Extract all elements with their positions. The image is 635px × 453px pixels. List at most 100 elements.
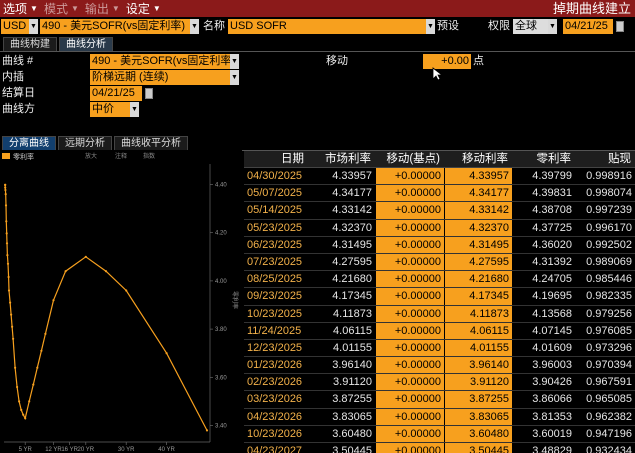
data-point[interactable]	[22, 413, 25, 416]
data-point[interactable]	[12, 337, 15, 340]
table-row[interactable]: 03/23/2026 3.87255 +0.00000 3.87255 3.86066 0…	[244, 391, 635, 409]
data-point[interactable]	[205, 429, 209, 432]
cell-shift-bp[interactable]: +0.00000	[375, 185, 444, 202]
col-header-market-rate[interactable]: 市场利率	[325, 153, 371, 165]
data-point[interactable]	[14, 366, 17, 369]
cell-shifted-rate[interactable]: 4.32370	[444, 219, 512, 236]
permission-select[interactable]: 全球	[513, 19, 548, 34]
menu-mode[interactable]: 模式 ▼	[41, 0, 82, 17]
cell-shifted-rate[interactable]: 4.34177	[444, 185, 512, 202]
cell-shifted-rate[interactable]: 3.91120	[444, 374, 512, 391]
cell-shift-bp[interactable]: +0.00000	[375, 339, 444, 357]
calendar-icon[interactable]	[616, 21, 624, 32]
curve-side-select[interactable]: 中价	[90, 102, 130, 117]
cell-shifted-rate[interactable]: 3.83065	[444, 408, 512, 425]
data-point[interactable]	[44, 332, 47, 335]
table-row[interactable]: 08/25/2025 4.21680 +0.00000 4.21680 4.24705 0…	[244, 271, 635, 289]
col-header-discount[interactable]: 贴现	[608, 153, 631, 165]
data-point[interactable]	[28, 400, 31, 403]
data-point[interactable]	[11, 325, 14, 328]
table-row[interactable]: 05/14/2025 4.33142 +0.00000 4.33142 4.38708 0…	[244, 202, 635, 220]
cell-shift-bp[interactable]: +0.00000	[375, 168, 444, 185]
menu-options[interactable]: 选项 ▼	[0, 0, 41, 17]
data-point[interactable]	[6, 254, 9, 257]
data-point[interactable]	[10, 313, 13, 316]
data-point[interactable]	[36, 366, 39, 369]
cell-shift-bp[interactable]: +0.00000	[375, 253, 444, 271]
table-row[interactable]: 05/07/2025 4.34177 +0.00000 4.34177 4.39831 0…	[244, 185, 635, 203]
cell-shift-bp[interactable]: +0.00000	[375, 408, 444, 425]
cell-shift-bp[interactable]: +0.00000	[375, 391, 444, 408]
menu-output[interactable]: 输出 ▼	[82, 0, 123, 17]
data-point[interactable]	[9, 301, 12, 304]
name-input[interactable]: USD SOFR	[228, 19, 426, 34]
zoom-tool[interactable]: 放大	[85, 152, 97, 160]
interpolation-dropdown-icon[interactable]: ▼	[230, 70, 239, 85]
data-point[interactable]	[52, 299, 55, 302]
table-row[interactable]: 11/24/2025 4.06115 +0.00000 4.06115 4.07145 0…	[244, 322, 635, 340]
curve-number-dropdown-icon[interactable]: ▼	[230, 54, 239, 69]
cell-shifted-rate[interactable]: 4.27595	[444, 253, 512, 271]
cell-shift-bp[interactable]: +0.00000	[375, 288, 444, 305]
zero-rate-chart[interactable]: 零利率 放大 注释 指数 零利率 5 YR 12 YR 16 YR 20 YR 30 Y…	[0, 150, 242, 453]
tab-curve-build[interactable]: 曲线构建	[3, 37, 57, 51]
data-point[interactable]	[40, 349, 43, 352]
cell-shift-bp[interactable]: +0.00000	[375, 357, 444, 374]
cell-shifted-rate[interactable]: 3.50445	[444, 443, 512, 453]
data-point[interactable]	[18, 400, 21, 403]
cell-shift-bp[interactable]: +0.00000	[375, 236, 444, 253]
cell-shift-bp[interactable]: +0.00000	[375, 425, 444, 442]
data-point[interactable]	[4, 186, 7, 189]
data-point[interactable]	[5, 220, 8, 223]
permission-dropdown-icon[interactable]: ▼	[548, 19, 557, 34]
table-row[interactable]: 04/23/2026 3.83065 +0.00000 3.83065 3.81353 0…	[244, 408, 635, 426]
table-row[interactable]: 04/30/2025 4.33957 +0.00000 4.33957 4.39799 0…	[244, 168, 635, 186]
cell-shift-bp[interactable]: +0.00000	[375, 219, 444, 236]
index-tool[interactable]: 指数	[143, 152, 155, 160]
cell-shift-bp[interactable]: +0.00000	[375, 322, 444, 339]
data-point[interactable]	[4, 183, 7, 186]
cell-shift-bp[interactable]: +0.00000	[375, 374, 444, 391]
cell-shifted-rate[interactable]: 3.96140	[444, 357, 512, 374]
cell-shifted-rate[interactable]: 3.60480	[444, 425, 512, 442]
interpolation-select[interactable]: 阶梯远期 (连续)	[90, 70, 230, 85]
data-point[interactable]	[125, 289, 128, 292]
cell-shifted-rate[interactable]: 4.11873	[444, 305, 512, 322]
curve-side-dropdown-icon[interactable]: ▼	[130, 102, 139, 117]
col-header-shifted-rate[interactable]: 移动利率	[462, 153, 508, 165]
date-input[interactable]: 04/21/25	[563, 19, 613, 34]
preset-button[interactable]: 预设	[437, 20, 459, 32]
data-point[interactable]	[64, 270, 67, 273]
cell-shift-bp[interactable]: +0.00000	[375, 271, 444, 288]
currency-select[interactable]: USD	[1, 19, 29, 34]
data-point[interactable]	[6, 262, 10, 265]
curve-select[interactable]: 490 - 美元SOFR(vs固定利率)	[40, 19, 190, 34]
data-point[interactable]	[4, 193, 7, 196]
tab-curve-analysis[interactable]: 曲线分析	[59, 37, 113, 51]
cell-shifted-rate[interactable]: 3.87255	[444, 391, 512, 408]
data-point[interactable]	[7, 289, 11, 292]
data-point[interactable]	[16, 385, 19, 389]
data-point[interactable]	[165, 352, 168, 355]
table-row[interactable]: 06/23/2025 4.31495 +0.00000 4.31495 4.36020 0…	[244, 236, 635, 254]
cell-shifted-rate[interactable]: 4.21680	[444, 271, 512, 288]
shift-input[interactable]: +0.00	[423, 54, 471, 69]
data-point[interactable]	[20, 408, 23, 411]
tab-separate-curves[interactable]: 分离曲线	[2, 136, 56, 150]
col-header-shift-bp[interactable]: 移动(基点)	[386, 153, 440, 165]
menu-settings[interactable]: 设定 ▼	[123, 0, 164, 17]
data-point[interactable]	[7, 275, 10, 279]
data-point[interactable]	[104, 270, 108, 273]
col-header-date[interactable]: 日期	[281, 153, 304, 165]
cell-shift-bp[interactable]: +0.00000	[375, 305, 444, 322]
table-row[interactable]: 04/23/2027 3.50445 +0.00000 3.50445 3.48829 0…	[244, 443, 635, 453]
table-row[interactable]: 05/23/2025 4.32370 +0.00000 4.32370 4.37725 0…	[244, 219, 635, 237]
table-row[interactable]: 02/23/2026 3.91120 +0.00000 3.91120 3.90426 0…	[244, 374, 635, 392]
tab-forward-analysis[interactable]: 远期分析	[58, 136, 112, 150]
table-row[interactable]: 12/23/2025 4.01155 +0.00000 4.01155 4.01609 0…	[244, 339, 635, 358]
curve-number-select[interactable]: 490 - 美元SOFR(vs固定利率	[90, 54, 230, 69]
data-point[interactable]	[4, 188, 7, 192]
settlement-date-input[interactable]: 04/21/25	[90, 86, 142, 101]
cell-shifted-rate[interactable]: 4.31495	[444, 236, 512, 253]
cell-shifted-rate[interactable]: 4.33957	[444, 168, 512, 185]
